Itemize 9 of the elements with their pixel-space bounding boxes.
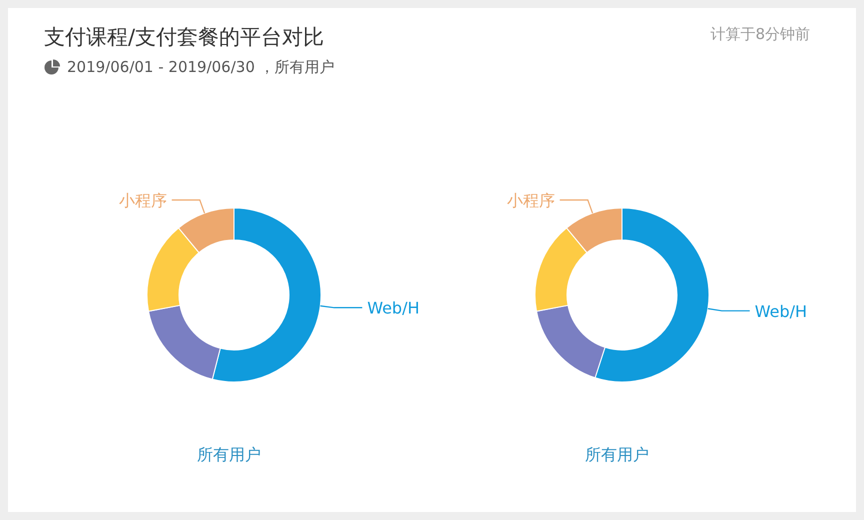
slice-label: 小程序 xyxy=(118,190,167,210)
slice-label: 小程序 xyxy=(506,190,555,210)
slice-label: Web/H xyxy=(754,301,808,320)
slice-label: Web/H xyxy=(367,298,420,318)
chart-title: 支付课程/支付套餐的平台对比 xyxy=(44,24,324,51)
chart-subtitle: 2019/06/01 - 2019/06/30 ，所有用户 xyxy=(67,58,335,77)
text: 所有用户 xyxy=(585,445,649,466)
text: 所有用户 xyxy=(197,445,261,466)
text: 计算于8分钟前 xyxy=(710,25,810,44)
